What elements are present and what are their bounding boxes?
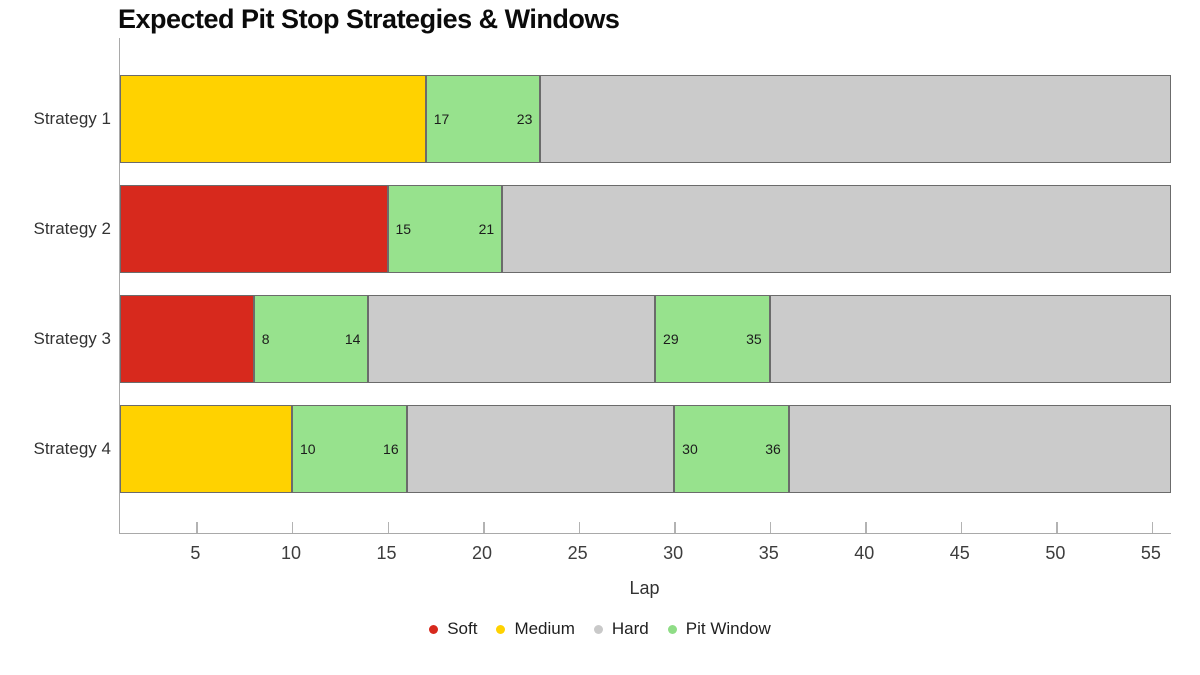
plot-area: 17 23 15 21 8 14 29 35 10 16 30 36: [119, 38, 1171, 534]
bar-segment-pit-window: 17 23: [425, 75, 541, 163]
x-axis-tick: [674, 522, 676, 533]
x-axis-tick-label: 25: [567, 543, 588, 563]
bar-segment-hard: [788, 405, 1171, 493]
x-axis-tick-label: 55: [1140, 543, 1161, 563]
pit-window-end-label: 16: [383, 441, 399, 457]
legend-label: Medium: [514, 619, 575, 638]
bar-segment-hard: [406, 405, 675, 493]
legend-dot-icon: [496, 624, 506, 634]
x-axis-tick-label: 45: [949, 543, 970, 563]
pit-window-start-label: 30: [682, 441, 698, 457]
pit-window-start-label: 29: [663, 331, 679, 347]
x-axis-tick: [960, 522, 963, 533]
bar-segment-soft: [120, 295, 254, 383]
x-axis-tick: [483, 522, 485, 533]
legend-item-pit-window: Pit Window: [667, 619, 771, 639]
x-axis-tick-label: 50: [1045, 543, 1066, 563]
bar-segment-pit-window: 8 14: [253, 295, 369, 383]
bar-segment-hard: [502, 185, 1171, 273]
x-axis-tick-label: 30: [663, 543, 684, 563]
y-category-label: Strategy 1: [33, 109, 112, 128]
x-axis-tick: [865, 522, 867, 533]
y-category-label: Strategy 2: [33, 219, 112, 238]
x-axis-tick-label: 5: [190, 543, 201, 563]
bar-segment-hard: [540, 75, 1171, 163]
pit-window-end-label: 23: [516, 111, 533, 127]
bar-segment-pit-window: 10 16: [291, 405, 407, 493]
bar-segment-medium: [120, 405, 292, 493]
y-category-label: Strategy 3: [33, 329, 112, 348]
y-category-label: Strategy 4: [33, 439, 112, 458]
x-axis-title: Lap: [629, 578, 660, 598]
pit-window-end-label: 14: [344, 331, 361, 347]
x-axis-tick-label: 35: [758, 543, 779, 563]
x-axis-tick-label: 20: [472, 543, 493, 563]
bar-segment-medium: [120, 75, 426, 163]
bar-segment-pit-window: 15 21: [387, 185, 503, 273]
x-axis-tick: [291, 522, 294, 533]
x-axis-tick: [196, 522, 198, 533]
bar-segment-hard: [769, 295, 1171, 383]
x-axis-tick: [578, 522, 581, 533]
legend-item-hard: Hard: [593, 619, 649, 639]
x-axis-tick: [769, 522, 772, 533]
legend-label: Pit Window: [685, 619, 771, 638]
legend-label: Soft: [447, 619, 478, 638]
bar-segment-hard: [368, 295, 656, 383]
x-axis-tick-label: 15: [376, 543, 397, 563]
bar-segment-soft: [120, 185, 388, 273]
pit-window-start-label: 8: [261, 331, 270, 347]
bar-segment-pit-window: 30 36: [674, 405, 789, 493]
bar-segment-pit-window: 29 35: [655, 295, 770, 383]
legend-item-medium: Medium: [496, 619, 575, 639]
pit-window-start-label: 15: [395, 221, 412, 237]
pit-window-end-label: 35: [746, 331, 762, 347]
legend: Soft Medium Hard Pit Window: [0, 616, 1200, 642]
legend-dot-icon: [593, 624, 603, 634]
pit-window-start-label: 17: [433, 111, 450, 127]
legend-dot-icon: [667, 624, 677, 634]
x-axis-tick-label: 10: [280, 543, 301, 563]
legend-label: Hard: [611, 619, 649, 638]
x-axis-tick: [1151, 522, 1154, 533]
legend-dot-icon: [429, 624, 439, 634]
x-axis-tick: [1056, 522, 1058, 533]
pit-window-start-label: 10: [299, 441, 316, 457]
pit-window-end-label: 21: [478, 221, 495, 237]
x-axis-tick-label: 40: [854, 543, 875, 563]
pit-window-end-label: 36: [765, 441, 781, 457]
legend-item-soft: Soft: [429, 619, 477, 639]
chart-title: Expected Pit Stop Strategies & Windows: [118, 4, 620, 34]
x-axis-tick: [387, 522, 390, 533]
